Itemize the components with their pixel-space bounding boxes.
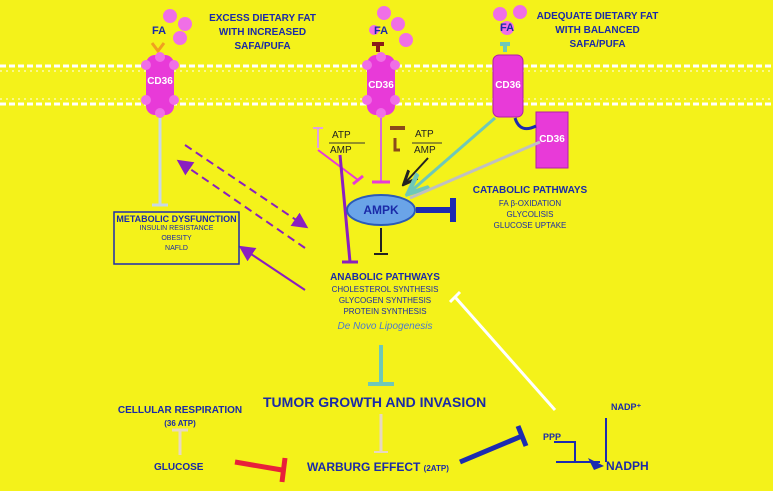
metabolic-box (113, 211, 240, 265)
anabolic-item-2: GLYCOGEN SYNTHESIS (338, 296, 432, 305)
fa-binding-right (500, 42, 510, 52)
nadph-label: NADPH (606, 459, 649, 473)
catabolic-item-1: FA β-OXIDATION (498, 199, 562, 208)
catabolic-title: CATABOLIC PATHWAYS (472, 185, 588, 196)
nadp-label: NADP⁺ (611, 402, 642, 412)
cd36-label-left: CD36 (147, 76, 173, 87)
cd36-label-right: CD36 (495, 80, 521, 91)
cd36-receptor-right (492, 54, 524, 118)
ppp-bracket (554, 441, 600, 463)
anabolic-title: ANABOLIC PATHWAYS (330, 272, 440, 283)
fa-molecules-mid (369, 6, 413, 47)
adequate-line2: WITH BALANCED (555, 25, 640, 36)
dashed-purple-1 (184, 144, 309, 229)
fa-molecules-left (163, 9, 192, 45)
metabolic-title: METABOLIC DYSFUNCTION (116, 214, 237, 224)
fa-binding-mid (372, 42, 384, 52)
atp-36: (36 ATP) (164, 419, 196, 428)
fa-label-left: FA (152, 25, 167, 37)
ampk-label: AMPK (363, 203, 399, 217)
warburg-atp: (2ATP) (423, 464, 449, 473)
cd36-label-mid: CD36 (368, 80, 394, 91)
cd36-link (513, 117, 537, 131)
excess-line3: SAFA/PUFA (234, 41, 291, 52)
warburg-label: WARBURG EFFECT (307, 460, 421, 474)
cd36-box-shape (535, 111, 569, 169)
metabolic-item-2: OBESITY (161, 235, 192, 242)
ampk-node (346, 194, 416, 226)
excess-line1: EXCESS DIETARY FAT (209, 13, 316, 24)
catabolic-item-2: GLYCOLISIS (506, 210, 554, 219)
amp-label-right: AMP (414, 145, 436, 156)
cd36-receptor-left (141, 52, 179, 118)
de-novo-lipogenesis: De Novo Lipogenesis (337, 321, 433, 332)
atp-label-right: ATP (415, 129, 434, 140)
cd36-box-label: CD36 (539, 134, 565, 145)
metabolic-item-3: NAFLD (165, 245, 188, 252)
fa-label-mid: FA (374, 25, 389, 37)
purple-line-anabolic (338, 154, 352, 263)
catabolic-block: CATABOLIC PATHWAYS FA β-OXIDATION GLYCOL… (465, 185, 595, 231)
ppp-label: PPP (543, 432, 562, 442)
fa-molecules-right (493, 5, 527, 35)
anabolic-block: ANABOLIC PATHWAYS CHOLESTEROL SYNTHESIS … (315, 272, 455, 332)
fa-binding-left (150, 42, 166, 54)
cd36-receptor-mid (362, 52, 400, 118)
warburg-effect: WARBURG EFFECT (2ATP) (307, 460, 449, 474)
excess-line2: WITH INCREASED (218, 27, 307, 38)
adequate-fat-heading: ADEQUATE DIETARY FAT WITH BALANCED SAFA/… (530, 10, 665, 52)
glucose-label: GLUCOSE (154, 462, 204, 473)
metabolic-item-1: INSULIN RESISTANCE (139, 225, 214, 232)
tumor-growth: TUMOR GROWTH AND INVASION (263, 394, 487, 410)
ppp-to-anabolic (453, 296, 557, 411)
anabolic-item-1: CHOLESTEROL SYNTHESIS (331, 285, 439, 294)
catabolic-item-3: GLUCOSE UPTAKE (493, 221, 567, 230)
nadph-arrowhead (588, 458, 604, 470)
amp-label-left: AMP (330, 145, 352, 156)
grey-activation (409, 140, 541, 200)
excess-fat-heading: EXCESS DIETARY FAT WITH INCREASED SAFA/P… (200, 12, 325, 54)
purple-arrow-metabolic (238, 245, 306, 291)
fa-label-right: FA (500, 22, 515, 34)
warburg-to-ppp (459, 433, 523, 465)
cellular-respiration: CELLULAR RESPIRATION (117, 405, 243, 416)
adequate-line3: SAFA/PUFA (569, 39, 626, 50)
glucose-red-inhibit (234, 459, 283, 473)
atp-label-left: ATP (332, 130, 351, 141)
teal-activation-1 (410, 116, 496, 192)
adequate-line1: ADEQUATE DIETARY FAT (536, 11, 659, 22)
anabolic-item-3: PROTEIN SYNTHESIS (343, 307, 427, 316)
cell-membrane (0, 64, 773, 106)
metabolic-block: METABOLIC DYSFUNCTION INSULIN RESISTANCE… (114, 214, 239, 254)
respiration-block: CELLULAR RESPIRATION (36 ATP) (110, 404, 250, 430)
